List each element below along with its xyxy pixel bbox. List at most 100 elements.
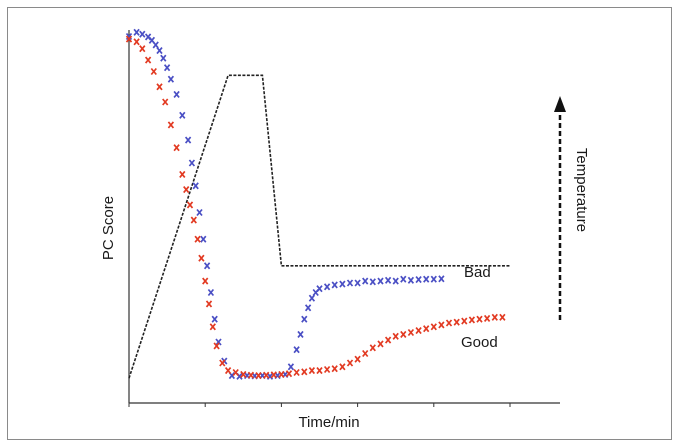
marker-stroke — [499, 313, 506, 321]
data-point — [184, 136, 192, 144]
data-point — [125, 32, 133, 41]
marker-stroke — [200, 235, 207, 243]
data-point — [213, 342, 220, 350]
marker-stroke — [184, 136, 192, 144]
data-point — [167, 75, 175, 83]
marker-stroke — [209, 323, 216, 331]
data-point — [162, 98, 169, 106]
data-point — [400, 275, 407, 283]
marker-stroke — [491, 313, 498, 321]
marker-stroke — [179, 170, 186, 178]
marker-stroke — [316, 285, 323, 293]
data-point — [362, 277, 369, 285]
data-point — [483, 314, 491, 322]
data-point — [468, 316, 476, 324]
marker-stroke — [407, 328, 415, 337]
marker-stroke — [377, 340, 384, 348]
temperature-axis-label: Temperature — [573, 148, 590, 232]
marker-stroke — [152, 41, 159, 49]
data-point — [285, 370, 293, 378]
data-point — [301, 368, 308, 376]
data-point — [415, 327, 422, 335]
data-point — [499, 313, 506, 321]
marker-stroke — [346, 279, 354, 287]
data-point — [293, 346, 300, 354]
marker-stroke — [125, 35, 133, 43]
data-point — [160, 54, 167, 62]
data-point — [240, 370, 247, 378]
marker-stroke — [384, 276, 392, 284]
marker-stroke — [192, 182, 199, 190]
data-point — [255, 372, 262, 380]
marker-stroke — [173, 90, 180, 98]
data-point — [192, 182, 199, 190]
y-axis-label: PC Score — [100, 196, 117, 260]
data-point — [476, 315, 483, 323]
data-point — [139, 45, 146, 53]
marker-stroke — [144, 33, 152, 41]
x-axis-label: Time/min — [298, 414, 359, 431]
data-point — [156, 47, 163, 55]
marker-stroke — [323, 283, 331, 291]
marker-stroke — [270, 371, 277, 379]
data-point — [461, 317, 468, 325]
data-point — [346, 279, 354, 287]
marker-stroke — [133, 38, 140, 46]
data-point — [346, 359, 354, 367]
data-point — [392, 332, 399, 340]
data-point — [407, 276, 415, 284]
marker-stroke — [287, 363, 295, 371]
marker-stroke — [483, 314, 491, 322]
marker-stroke — [179, 111, 186, 119]
data-point — [331, 365, 338, 373]
marker-stroke — [205, 300, 213, 308]
data-point — [207, 288, 215, 297]
data-point — [369, 344, 376, 352]
marker-stroke — [438, 321, 445, 329]
data-point — [173, 90, 180, 98]
data-point — [445, 319, 453, 327]
marker-stroke — [304, 304, 312, 312]
marker-stroke — [331, 281, 338, 289]
data-point — [156, 83, 163, 91]
data-point — [392, 277, 399, 285]
marker-stroke — [148, 36, 156, 44]
data-point — [316, 285, 323, 293]
data-point — [198, 254, 205, 262]
marker-stroke — [236, 372, 243, 380]
data-point — [194, 235, 201, 243]
marker-stroke — [362, 277, 369, 285]
marker-stroke — [263, 371, 270, 379]
marker-stroke — [384, 336, 392, 344]
data-point — [211, 315, 218, 323]
marker-stroke — [211, 315, 218, 323]
data-point — [438, 275, 445, 283]
marker-stroke — [308, 294, 316, 302]
data-point — [323, 283, 331, 291]
data-point — [183, 186, 190, 194]
marker-stroke — [194, 235, 201, 243]
data-point — [287, 363, 295, 371]
marker-stroke — [240, 370, 247, 378]
data-point — [200, 235, 207, 243]
marker-stroke — [207, 288, 215, 297]
data-point — [263, 371, 270, 379]
data-point — [308, 367, 316, 375]
data-point — [491, 313, 498, 321]
arrow-head — [554, 96, 566, 112]
data-points — [125, 28, 506, 380]
marker-stroke — [133, 28, 140, 36]
temperature-arrow — [554, 96, 566, 320]
data-point — [133, 38, 140, 46]
data-point — [369, 278, 376, 286]
data-point — [384, 336, 392, 344]
data-point — [423, 275, 430, 283]
marker-stroke — [232, 368, 239, 377]
data-point — [205, 300, 213, 308]
data-point — [453, 318, 460, 326]
data-point — [430, 323, 437, 331]
marker-stroke — [461, 317, 468, 325]
data-point — [362, 349, 369, 358]
marker-stroke — [453, 318, 460, 326]
